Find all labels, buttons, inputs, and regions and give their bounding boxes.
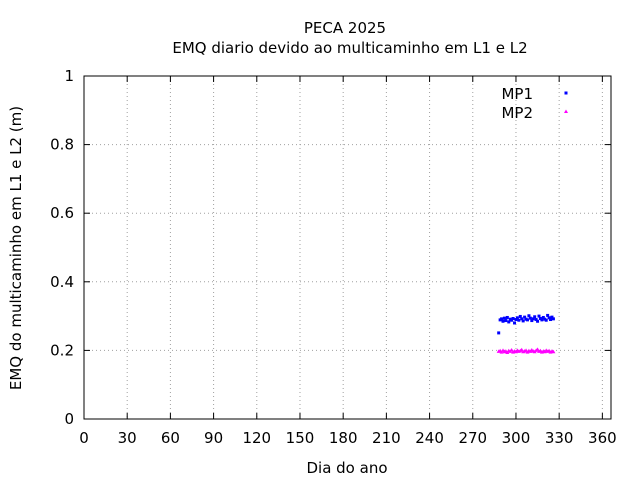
plot-frame	[83, 75, 612, 420]
x-tick-label: 60	[161, 429, 180, 447]
point-mp1	[507, 320, 511, 324]
x-tick-label: 330	[545, 429, 574, 447]
point-mp1	[505, 315, 509, 319]
x-tick-labels: 0 30 60 90 120 150 180 210 240 270 300 330 360	[79, 429, 616, 447]
point-mp1	[544, 318, 548, 322]
y-tick-label: 0	[64, 410, 74, 428]
x-tick-label: 90	[204, 429, 223, 447]
point-mp1	[521, 319, 525, 323]
x-tick-label: 0	[79, 429, 89, 447]
point-mp1	[517, 318, 521, 322]
x-tick-label: 30	[118, 429, 137, 447]
legend-marker-mp1	[564, 91, 568, 95]
point-mp1	[536, 319, 540, 323]
point-mp1	[497, 331, 501, 335]
point-mp1	[500, 317, 504, 321]
point-mp1	[530, 319, 534, 323]
grid	[84, 76, 611, 419]
point-mp1	[551, 317, 555, 321]
point-mp1	[531, 317, 535, 321]
point-mp2	[519, 347, 524, 352]
point-mp1	[511, 317, 515, 321]
legend-marker-mp2	[564, 109, 568, 113]
point-mp1	[541, 315, 545, 319]
point-mp1	[546, 313, 550, 317]
point-mp1	[547, 316, 551, 320]
y-tick-labels: 0 0.2 0.4 0.6 0.8 1	[50, 67, 74, 428]
point-mp1	[515, 316, 519, 320]
x-tick-label: 240	[415, 429, 444, 447]
y-tick-label: 1	[64, 67, 74, 85]
point-mp1	[501, 319, 505, 323]
point-mp1	[549, 318, 553, 322]
x-tick-label: 150	[286, 429, 315, 447]
legend-label-mp1: MP1	[501, 85, 533, 103]
point-mp1	[523, 315, 527, 319]
point-mp2	[509, 348, 514, 352]
y-axis-label: EMQ do multicaminho em L1 e L2 (m)	[7, 106, 25, 390]
y-tick-label: 0.6	[50, 204, 74, 222]
x-tick-label: 360	[588, 429, 617, 447]
y-tick-label: 0.2	[50, 341, 74, 359]
x-tick-label: 270	[458, 429, 487, 447]
point-mp1	[513, 321, 517, 325]
legend: MP1 MP2	[501, 85, 568, 122]
point-mp1	[527, 314, 531, 318]
x-tick-label: 180	[329, 429, 358, 447]
chart-title: PECA 2025	[304, 19, 386, 37]
point-mp1	[534, 318, 538, 322]
tick-marks	[83, 75, 611, 420]
point-mp1	[550, 315, 554, 319]
x-axis-label: Dia do ano	[306, 459, 387, 477]
point-mp1	[533, 315, 537, 319]
data-points	[496, 313, 556, 354]
chart-subtitle: EMQ diario devido ao multicaminho em L1 …	[172, 39, 527, 57]
x-tick-label: 300	[502, 429, 531, 447]
y-tick-label: 0.4	[50, 273, 74, 291]
point-mp1	[537, 314, 541, 318]
point-mp1	[514, 318, 518, 322]
point-mp1	[518, 314, 522, 318]
point-mp1	[510, 318, 514, 322]
x-tick-label: 120	[242, 429, 271, 447]
point-mp2	[551, 349, 556, 354]
point-mp1	[528, 316, 532, 320]
point-mp1	[540, 318, 544, 322]
point-mp1	[525, 318, 529, 322]
point-mp1	[502, 316, 506, 320]
legend-label-mp2: MP2	[501, 104, 533, 122]
y-tick-label: 0.8	[50, 136, 74, 154]
x-tick-label: 210	[372, 429, 401, 447]
point-mp1	[520, 317, 524, 321]
point-mp2	[535, 347, 540, 351]
point-mp1	[504, 319, 508, 323]
